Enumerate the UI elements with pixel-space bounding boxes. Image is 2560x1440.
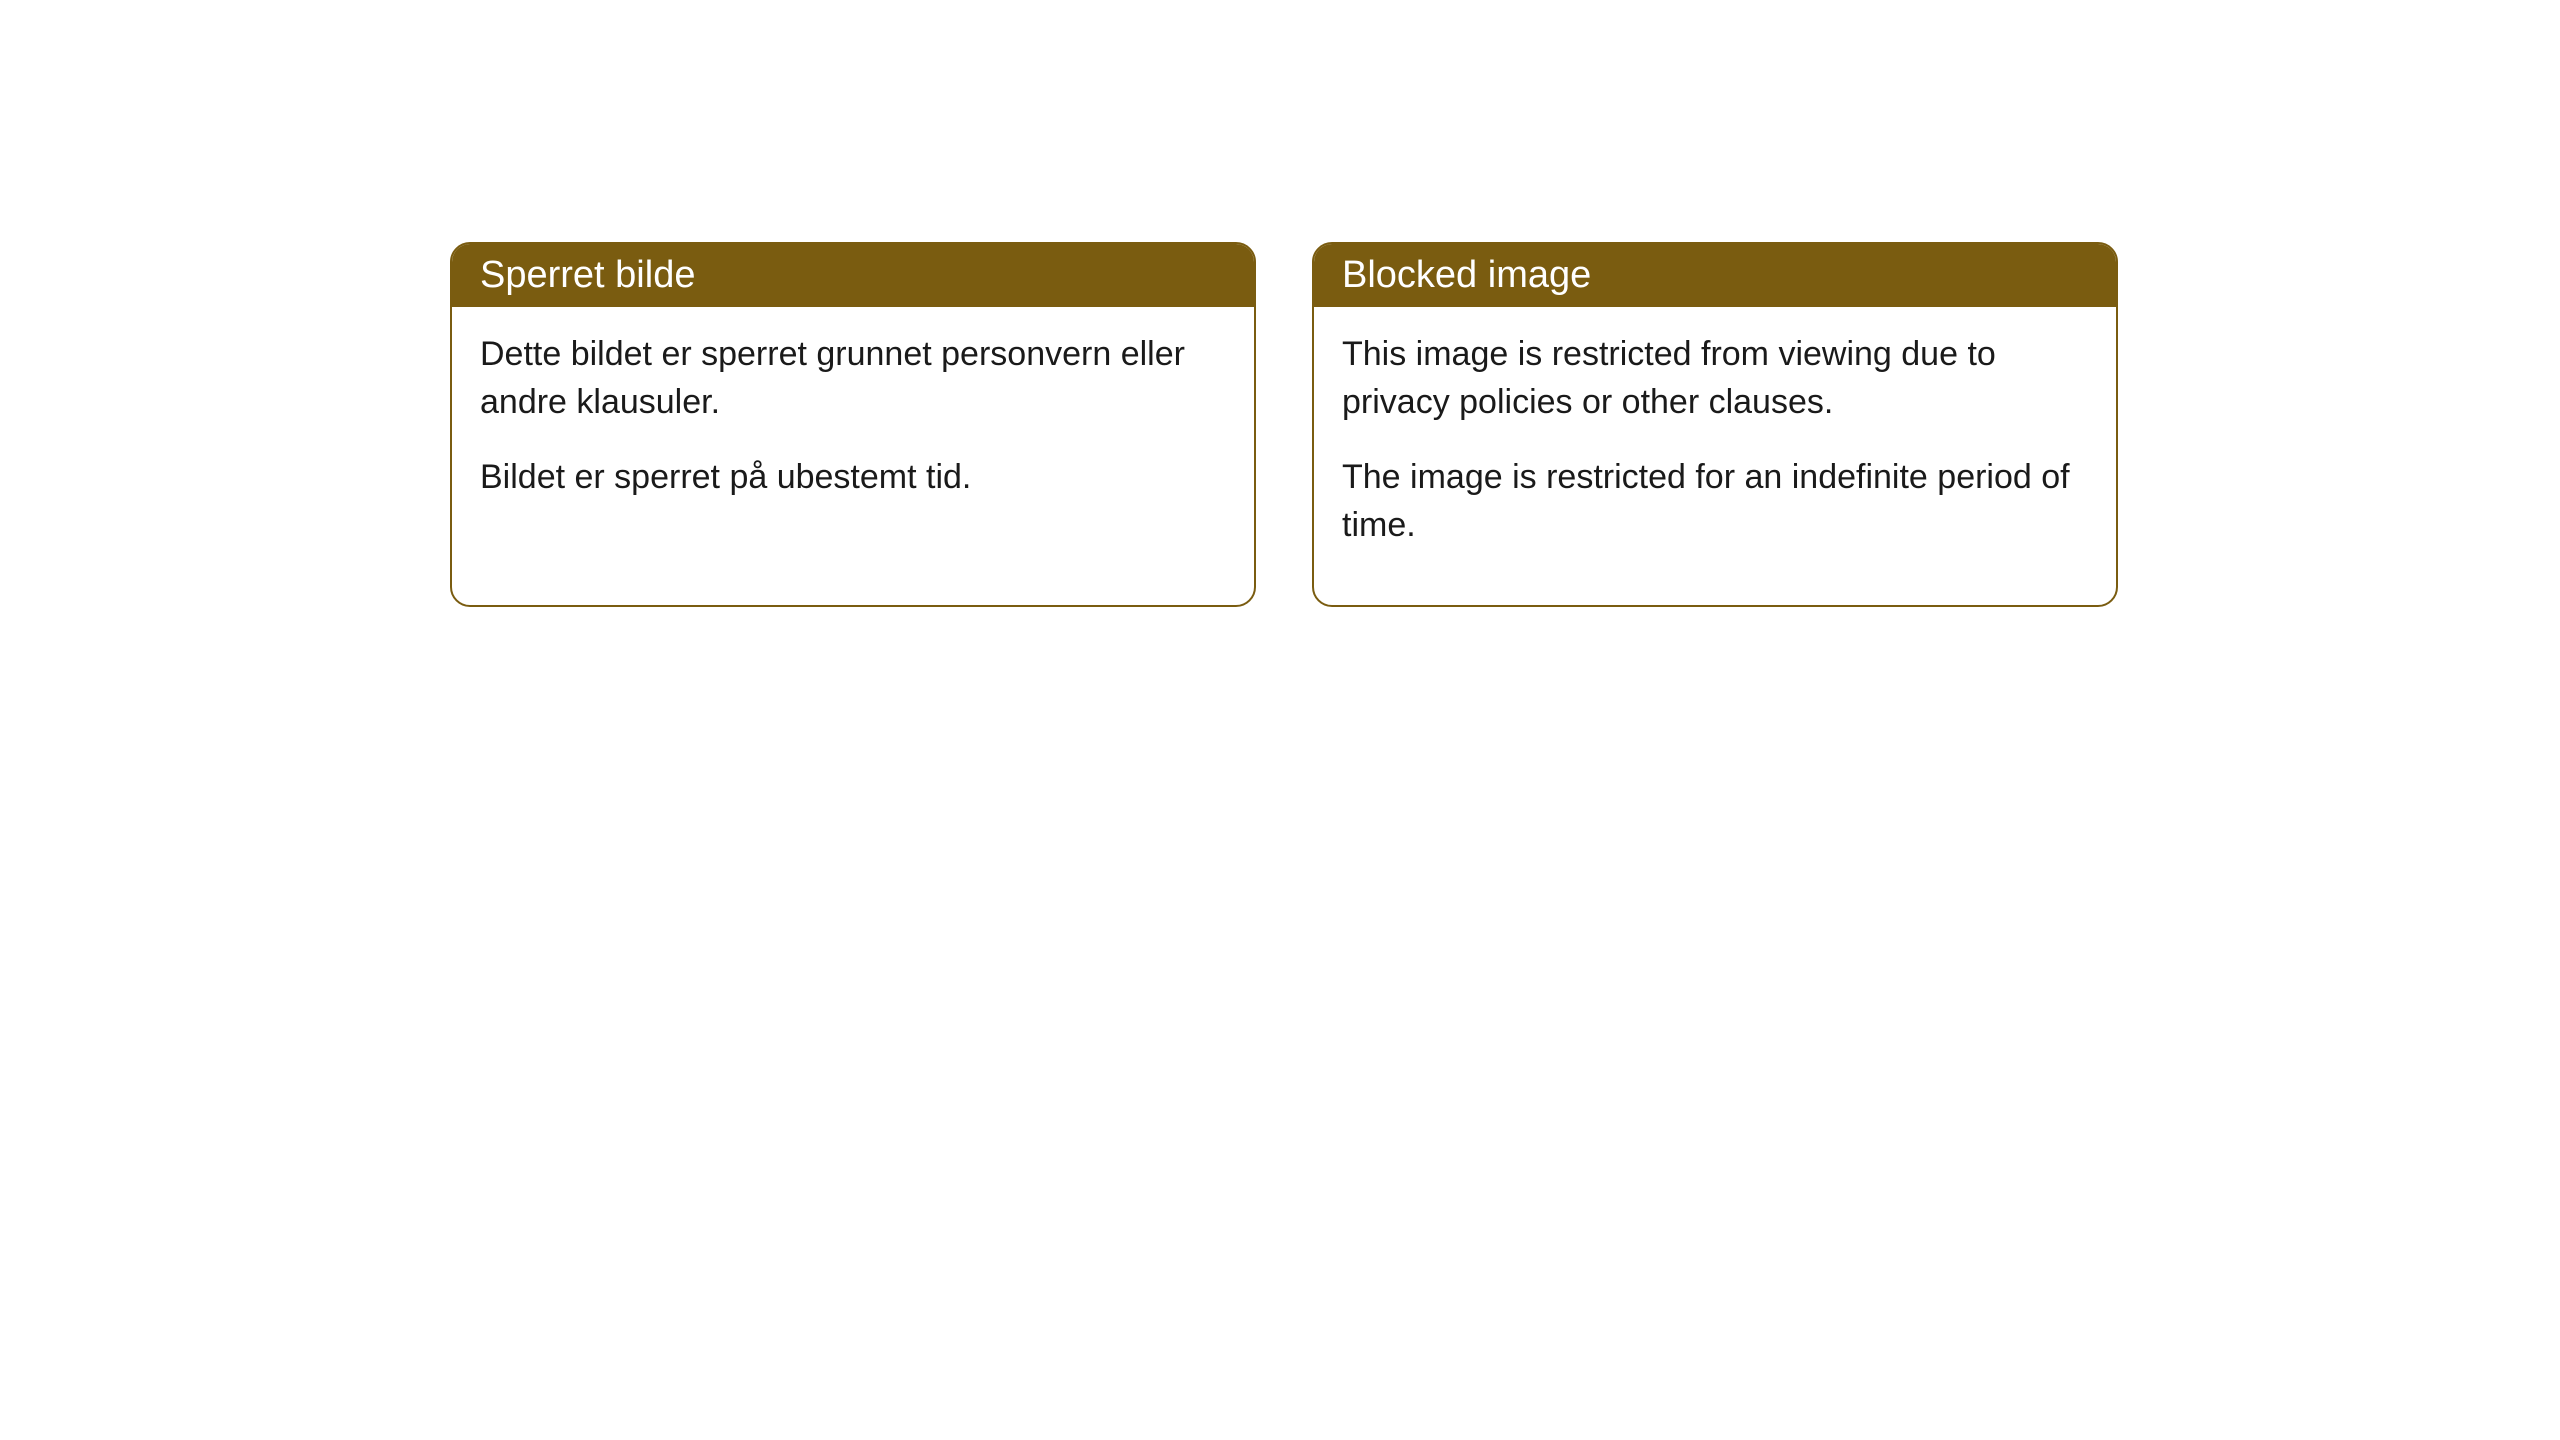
card-paragraph-2-en: The image is restricted for an indefinit… xyxy=(1342,454,2088,549)
card-header-no: Sperret bilde xyxy=(452,244,1254,307)
card-paragraph-2-no: Bildet er sperret på ubestemt tid. xyxy=(480,454,1226,502)
blocked-image-card-en: Blocked image This image is restricted f… xyxy=(1312,242,2118,607)
card-body-no: Dette bildet er sperret grunnet personve… xyxy=(452,307,1254,558)
cards-container: Sperret bilde Dette bildet er sperret gr… xyxy=(450,242,2118,607)
blocked-image-card-no: Sperret bilde Dette bildet er sperret gr… xyxy=(450,242,1256,607)
card-body-en: This image is restricted from viewing du… xyxy=(1314,307,2116,605)
card-paragraph-1-en: This image is restricted from viewing du… xyxy=(1342,331,2088,426)
card-header-en: Blocked image xyxy=(1314,244,2116,307)
card-paragraph-1-no: Dette bildet er sperret grunnet personve… xyxy=(480,331,1226,426)
